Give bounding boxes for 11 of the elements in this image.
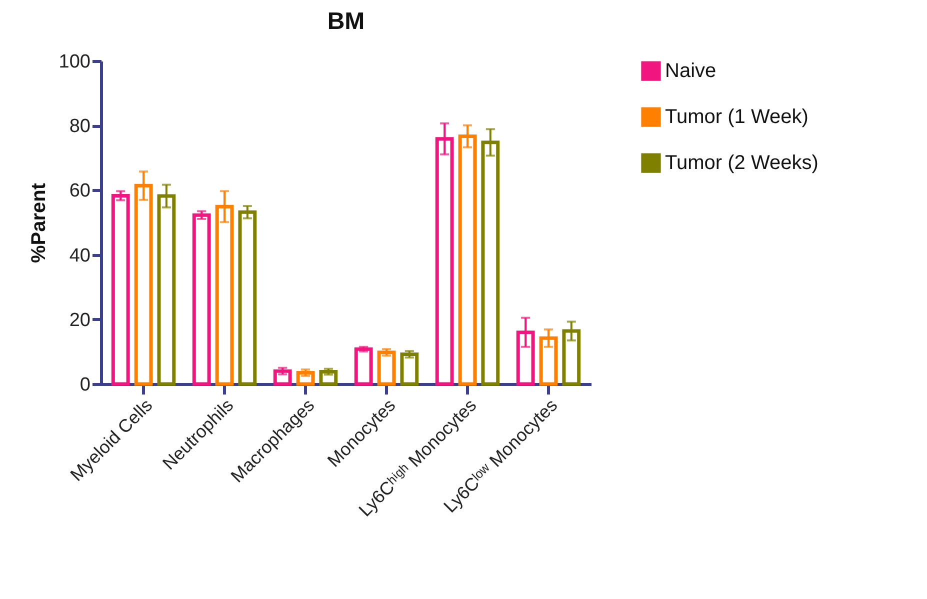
legend-label: Tumor (2 Weeks) xyxy=(665,152,818,174)
y-axis-title: %Parent xyxy=(28,182,50,264)
y-tick-label: 20 xyxy=(69,310,90,331)
y-tick-label: 80 xyxy=(69,116,90,138)
legend-label: Tumor (1 Week) xyxy=(665,106,808,128)
y-tick-label: 100 xyxy=(58,52,90,72)
legend-label: Naive xyxy=(665,60,716,82)
chart-title: BM xyxy=(327,8,365,35)
y-tick-label: 0 xyxy=(80,374,90,396)
y-tick-label: 40 xyxy=(69,245,90,266)
y-tick-label: 60 xyxy=(69,180,90,202)
